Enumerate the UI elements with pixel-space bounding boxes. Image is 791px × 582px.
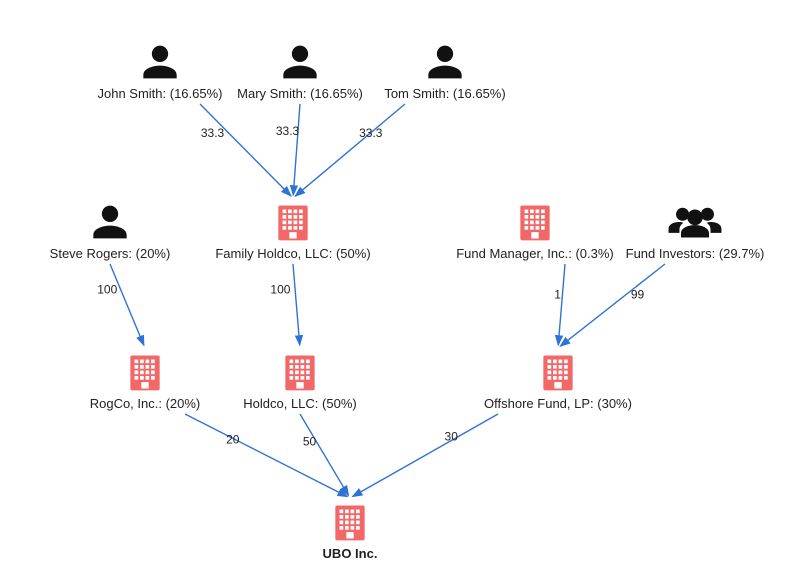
edge-label: 100 [97, 282, 117, 296]
edge [353, 414, 498, 497]
node-holdco: Holdco, LLC: (50%) [220, 350, 380, 411]
person-icon [280, 40, 320, 84]
node-label: Offshore Fund, LP: (30%) [478, 396, 638, 411]
building-icon [278, 350, 322, 394]
node-offsh: Offshore Fund, LP: (30%) [478, 350, 638, 411]
edge [558, 264, 565, 345]
node-famhold: Family Holdco, LLC: (50%) [213, 200, 373, 261]
node-fundinv: Fund Investors: (29.7%) [615, 200, 775, 261]
edge-label: 99 [631, 287, 645, 301]
edge [293, 264, 300, 345]
building-icon [536, 350, 580, 394]
edge [200, 104, 291, 196]
edge-label: 20 [226, 432, 240, 446]
node-label: John Smith: (16.65%) [80, 86, 240, 101]
node-steve: Steve Rogers: (20%) [30, 200, 190, 261]
edge-label: 30 [445, 429, 459, 443]
node-label: Fund Manager, Inc.: (0.3%) [455, 246, 615, 261]
building-icon [513, 200, 557, 244]
edge-label: 33.3 [359, 126, 383, 140]
node-label: Tom Smith: (16.65%) [365, 86, 525, 101]
node-label: Family Holdco, LLC: (50%) [213, 246, 373, 261]
edge-label: 33.3 [201, 126, 225, 140]
building-icon [271, 200, 315, 244]
node-label: Mary Smith: (16.65%) [220, 86, 380, 101]
node-label: Holdco, LLC: (50%) [220, 396, 380, 411]
edge [110, 264, 144, 345]
node-rogco: RogCo, Inc.: (20%) [65, 350, 225, 411]
edge [293, 104, 300, 195]
edge-label: 100 [270, 282, 290, 296]
node-tom: Tom Smith: (16.65%) [365, 40, 525, 101]
person-icon [425, 40, 465, 84]
edge [300, 414, 348, 495]
edge-label: 33.3 [276, 124, 300, 138]
node-john: John Smith: (16.65%) [80, 40, 240, 101]
node-label: UBO Inc. [270, 546, 430, 561]
edge [185, 414, 347, 497]
edge-label: 1 [554, 287, 561, 301]
edge [295, 104, 405, 196]
edge-label: 50 [303, 434, 317, 448]
building-icon [328, 500, 372, 544]
node-ubo: UBO Inc. [270, 500, 430, 561]
person-icon [140, 40, 180, 84]
person-icon [90, 200, 130, 244]
group-icon [667, 200, 723, 244]
edge [560, 264, 665, 346]
node-label: Steve Rogers: (20%) [30, 246, 190, 261]
node-fundmgr: Fund Manager, Inc.: (0.3%) [455, 200, 615, 261]
node-label: Fund Investors: (29.7%) [615, 246, 775, 261]
node-label: RogCo, Inc.: (20%) [65, 396, 225, 411]
node-mary: Mary Smith: (16.65%) [220, 40, 380, 101]
building-icon [123, 350, 167, 394]
